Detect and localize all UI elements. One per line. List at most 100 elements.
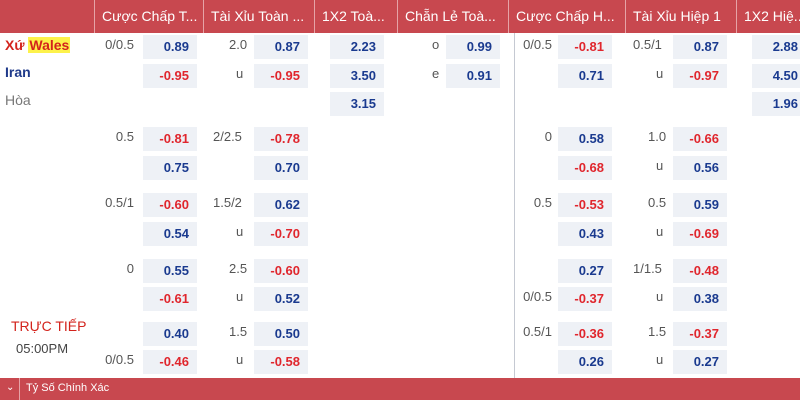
odds-cell[interactable]: 0.27 bbox=[673, 350, 727, 374]
odds-cell[interactable]: 0.26 bbox=[558, 350, 612, 374]
odds-cell[interactable]: -0.81 bbox=[558, 35, 612, 59]
odds-cell[interactable]: -0.95 bbox=[254, 64, 308, 88]
correct-score-bar[interactable]: ⌄ Tỷ Số Chính Xác bbox=[0, 378, 800, 400]
odds-cell[interactable]: -0.69 bbox=[673, 222, 727, 246]
odds-cell[interactable]: 0.87 bbox=[254, 35, 308, 59]
odds-cell[interactable]: -0.66 bbox=[673, 127, 727, 151]
over-under-line: u bbox=[656, 158, 664, 173]
over-under-line: 1.5 bbox=[229, 324, 248, 339]
odds-cell[interactable]: 0.91 bbox=[446, 64, 500, 88]
odds-cell[interactable]: -0.58 bbox=[254, 350, 308, 374]
live-status: TRỰC TIẾP bbox=[11, 318, 87, 334]
home-team-name[interactable]: Xứ Wales bbox=[5, 37, 71, 53]
odds-cell[interactable]: 0.87 bbox=[673, 35, 727, 59]
over-under-line: u bbox=[656, 66, 664, 81]
over-under-line: e bbox=[432, 66, 440, 81]
odds-cell[interactable]: -0.37 bbox=[558, 287, 612, 311]
over-under-line: u bbox=[236, 66, 244, 81]
over-under-line: u bbox=[236, 224, 244, 239]
column-separator bbox=[314, 0, 315, 33]
odds-cell[interactable]: 0.40 bbox=[143, 322, 197, 346]
odds-cell[interactable]: 0.52 bbox=[254, 287, 308, 311]
over-under-line: 2.5 bbox=[229, 261, 248, 276]
odds-cell[interactable]: 0.56 bbox=[673, 156, 727, 180]
odds-cell[interactable]: -0.61 bbox=[143, 287, 197, 311]
over-under-line: u bbox=[236, 352, 244, 367]
odds-cell[interactable]: 0.38 bbox=[673, 287, 727, 311]
over-under-line: 2.0 bbox=[229, 37, 248, 52]
handicap-line: 0/0.5 bbox=[523, 37, 552, 52]
away-team-name[interactable]: Iran bbox=[5, 64, 31, 80]
odds-cell[interactable]: -0.97 bbox=[673, 64, 727, 88]
odds-cell[interactable]: -0.36 bbox=[558, 322, 612, 346]
handicap-line: 0/0.5 bbox=[105, 352, 134, 367]
odds-cell[interactable]: 2.88 bbox=[752, 35, 800, 59]
odds-cell[interactable]: 0.58 bbox=[558, 127, 612, 151]
odds-cell[interactable]: -0.60 bbox=[143, 193, 197, 217]
home-team-highlight: Wales bbox=[28, 37, 71, 53]
odds-cell[interactable]: 4.50 bbox=[752, 64, 800, 88]
column-separator bbox=[397, 0, 398, 33]
odds-cell[interactable]: -0.95 bbox=[143, 64, 197, 88]
over-under-line: 0.5/1 bbox=[633, 37, 662, 52]
column-header[interactable]: Tài Xỉu Toàn ... bbox=[211, 8, 305, 24]
over-under-line: 1.5/2 bbox=[213, 195, 242, 210]
odds-cell[interactable]: 0.89 bbox=[143, 35, 197, 59]
over-under-line: o bbox=[432, 37, 440, 52]
column-header[interactable]: 1X2 Toà... bbox=[322, 8, 385, 24]
handicap-line: 0/0.5 bbox=[523, 289, 552, 304]
draw-label: Hòa bbox=[5, 92, 31, 108]
odds-cell[interactable]: 3.15 bbox=[330, 92, 384, 116]
column-header[interactable]: 1X2 Hiệ... bbox=[744, 8, 800, 24]
odds-cell[interactable]: -0.37 bbox=[673, 322, 727, 346]
odds-cell[interactable]: 0.71 bbox=[558, 64, 612, 88]
odds-cell[interactable]: -0.68 bbox=[558, 156, 612, 180]
over-under-line: 0.5 bbox=[648, 195, 667, 210]
handicap-line: 0.5 bbox=[533, 195, 552, 210]
handicap-line: 0.5/1 bbox=[523, 324, 552, 339]
odds-cell[interactable]: 0.70 bbox=[254, 156, 308, 180]
odds-cell[interactable]: 0.43 bbox=[558, 222, 612, 246]
handicap-line: 0 bbox=[126, 261, 134, 276]
handicap-line: 0 bbox=[544, 129, 552, 144]
odds-cell[interactable]: 3.50 bbox=[330, 64, 384, 88]
odds-cell[interactable]: -0.81 bbox=[143, 127, 197, 151]
half-divider bbox=[514, 33, 515, 378]
column-header[interactable]: Chẵn Lẻ Toà... bbox=[405, 8, 496, 24]
column-header[interactable]: Cược Chấp T... bbox=[102, 8, 198, 24]
match-time: 05:00PM bbox=[16, 341, 69, 356]
over-under-line: 1.0 bbox=[648, 129, 667, 144]
odds-cell[interactable]: 0.75 bbox=[143, 156, 197, 180]
odds-cell[interactable]: 1.96 bbox=[752, 92, 800, 116]
column-header[interactable]: Cược Chấp H... bbox=[516, 8, 615, 24]
over-under-line: u bbox=[656, 289, 664, 304]
handicap-line: 0.5 bbox=[115, 129, 134, 144]
odds-cell[interactable]: -0.48 bbox=[673, 259, 727, 283]
column-separator bbox=[508, 0, 509, 33]
odds-cell[interactable]: -0.46 bbox=[143, 350, 197, 374]
odds-cell[interactable]: 0.27 bbox=[558, 259, 612, 283]
odds-cell[interactable]: 0.55 bbox=[143, 259, 197, 283]
odds-cell[interactable]: -0.78 bbox=[254, 127, 308, 151]
odds-cell[interactable]: 0.50 bbox=[254, 322, 308, 346]
odds-cell[interactable]: 0.99 bbox=[446, 35, 500, 59]
column-separator bbox=[625, 0, 626, 33]
odds-cell[interactable]: 2.23 bbox=[330, 35, 384, 59]
odds-cell[interactable]: 0.54 bbox=[143, 222, 197, 246]
odds-table-header: Cược Chấp T... Tài Xỉu Toàn ... 1X2 Toà...… bbox=[0, 0, 800, 33]
column-header[interactable]: Tài Xỉu Hiệp 1 bbox=[633, 8, 721, 24]
column-separator bbox=[203, 0, 204, 33]
odds-cell[interactable]: 0.62 bbox=[254, 193, 308, 217]
over-under-line: 1/1.5 bbox=[633, 261, 662, 276]
over-under-line: u bbox=[656, 352, 664, 367]
odds-cell[interactable]: 0.59 bbox=[673, 193, 727, 217]
odds-cell[interactable]: -0.53 bbox=[558, 193, 612, 217]
home-team-prefix: Xứ bbox=[5, 37, 29, 53]
odds-cell[interactable]: -0.70 bbox=[254, 222, 308, 246]
column-separator bbox=[736, 0, 737, 33]
correct-score-label: Tỷ Số Chính Xác bbox=[26, 382, 110, 394]
odds-cell[interactable]: -0.60 bbox=[254, 259, 308, 283]
over-under-line: 1.5 bbox=[648, 324, 667, 339]
over-under-line: u bbox=[656, 224, 664, 239]
chevron-down-icon[interactable]: ⌄ bbox=[6, 382, 15, 393]
